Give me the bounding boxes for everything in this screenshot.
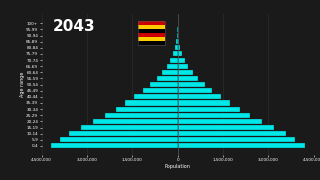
Bar <box>51 143 178 148</box>
Bar <box>60 137 178 142</box>
Bar <box>178 113 250 118</box>
Bar <box>134 94 178 99</box>
Bar <box>177 33 178 38</box>
Bar <box>178 131 286 136</box>
Bar <box>178 39 179 44</box>
Bar <box>176 39 178 44</box>
Bar <box>178 45 180 50</box>
Bar <box>69 131 178 136</box>
Bar <box>138 33 165 37</box>
Bar <box>105 113 178 118</box>
Text: 2043: 2043 <box>52 19 95 34</box>
Bar <box>178 51 182 57</box>
Bar <box>178 58 185 63</box>
Bar <box>178 82 205 87</box>
Bar <box>138 25 165 29</box>
Bar <box>150 82 178 87</box>
Bar <box>93 119 178 124</box>
Bar <box>178 143 305 148</box>
Bar <box>178 107 240 112</box>
Bar <box>138 21 165 45</box>
Bar <box>138 21 165 25</box>
Bar <box>178 137 295 142</box>
Bar <box>178 119 262 124</box>
Bar <box>125 100 178 105</box>
Bar <box>163 70 178 75</box>
Bar <box>116 107 178 112</box>
Bar <box>173 51 178 57</box>
Y-axis label: Age range: Age range <box>20 72 25 97</box>
X-axis label: Population: Population <box>165 164 190 169</box>
Bar <box>178 100 230 105</box>
Bar <box>175 45 178 50</box>
Bar <box>178 70 193 75</box>
Bar <box>167 64 178 69</box>
Bar <box>178 64 188 69</box>
Bar <box>143 88 178 93</box>
Bar <box>138 41 165 45</box>
Bar <box>178 125 274 130</box>
Bar <box>178 88 212 93</box>
Bar <box>178 94 221 99</box>
Bar <box>138 37 165 41</box>
Bar <box>170 58 178 63</box>
Bar <box>178 76 198 81</box>
Bar <box>157 76 178 81</box>
Bar <box>138 29 165 33</box>
Bar <box>81 125 178 130</box>
